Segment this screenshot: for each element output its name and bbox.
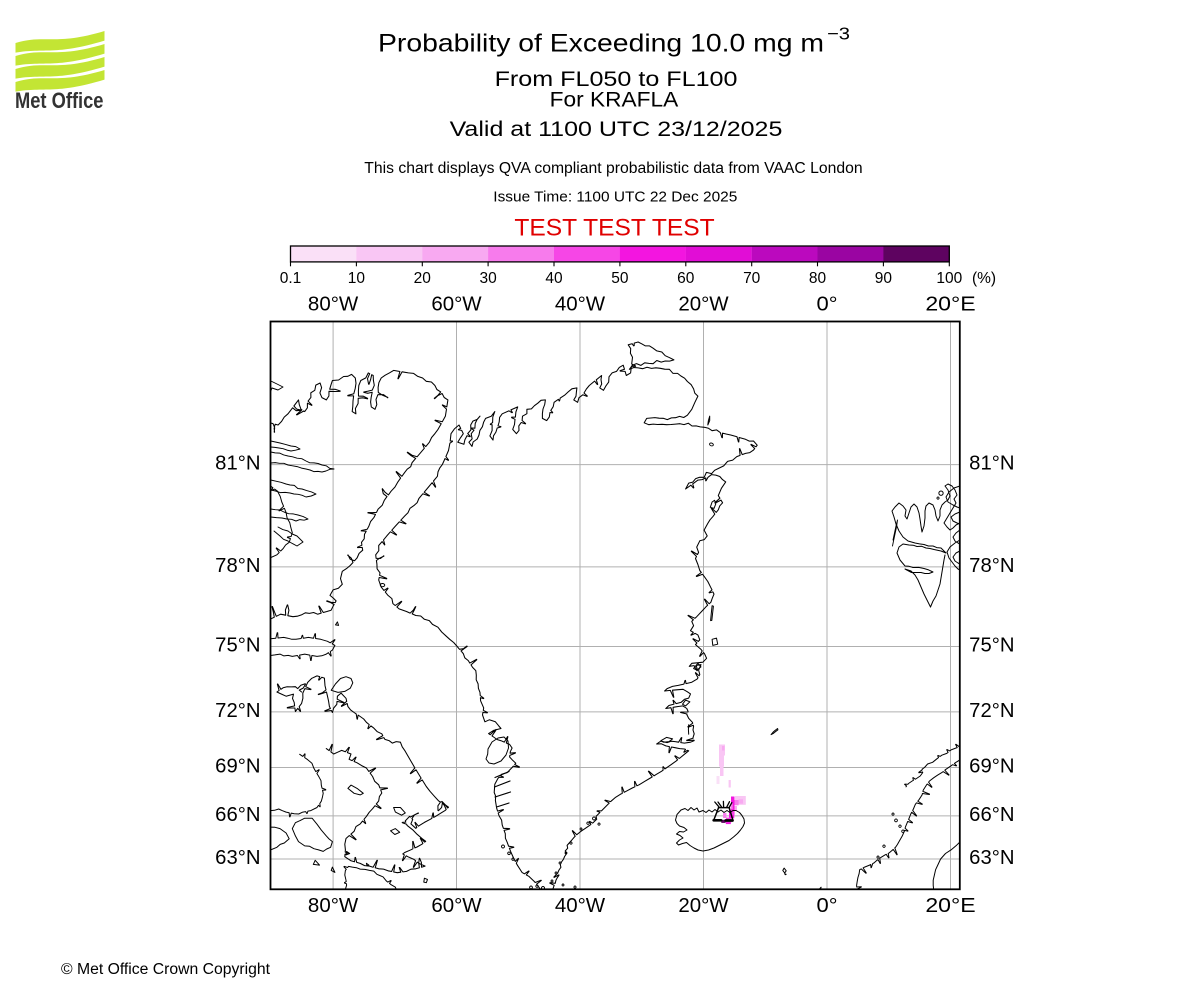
svg-text:80: 80 [809,270,827,287]
svg-text:50: 50 [611,270,629,287]
svg-text:66°N: 66°N [215,804,260,826]
svg-text:60°W: 60°W [431,294,481,316]
svg-text:20°E: 20°E [925,895,975,917]
svg-text:40: 40 [545,270,563,287]
svg-text:72°N: 72°N [969,700,1014,722]
svg-text:© Met Office Crown Copyright: © Met Office Crown Copyright [61,961,271,978]
svg-text:20: 20 [414,270,432,287]
svg-text:78°N: 78°N [969,555,1014,577]
svg-text:Probability of Exceeding 10.0: Probability of Exceeding 10.0 mg m [378,30,824,58]
svg-text:75°N: 75°N [969,635,1014,657]
svg-text:80°W: 80°W [308,294,358,316]
svg-text:10: 10 [348,270,366,287]
svg-text:69°N: 69°N [215,756,260,778]
svg-text:90: 90 [875,270,893,287]
svg-text:20°W: 20°W [678,294,728,316]
svg-text:40°W: 40°W [555,294,605,316]
svg-text:30: 30 [479,270,497,287]
svg-text:0.1: 0.1 [280,270,302,287]
svg-text:63°N: 63°N [215,847,260,869]
svg-text:80°W: 80°W [308,895,358,917]
svg-text:81°N: 81°N [215,453,260,475]
svg-text:From FL050 to FL100: From FL050 to FL100 [495,68,738,91]
svg-text:−3: −3 [827,24,850,44]
svg-text:20°W: 20°W [678,895,728,917]
svg-text:TEST TEST TEST: TEST TEST TEST [514,215,715,242]
svg-text:75°N: 75°N [215,635,260,657]
svg-text:This chart displays QVA compli: This chart displays QVA compliant probab… [364,160,862,177]
svg-text:70: 70 [743,270,761,287]
svg-text:Issue Time: 1100 UTC 22 Dec 20: Issue Time: 1100 UTC 22 Dec 2025 [493,189,737,206]
svg-text:72°N: 72°N [215,700,260,722]
svg-text:66°N: 66°N [969,804,1014,826]
svg-text:60°W: 60°W [431,895,481,917]
svg-text:60: 60 [677,270,695,287]
svg-text:Valid at 1100 UTC 23/12/2025: Valid at 1100 UTC 23/12/2025 [450,118,783,141]
svg-text:78°N: 78°N [215,555,260,577]
svg-text:63°N: 63°N [969,847,1014,869]
svg-text:69°N: 69°N [969,756,1014,778]
svg-text:For KRAFLA: For KRAFLA [550,89,679,112]
svg-text:20°E: 20°E [925,294,975,316]
svg-text:0°: 0° [817,895,838,917]
svg-text:0°: 0° [817,294,838,316]
svg-text:81°N: 81°N [969,453,1014,475]
svg-text:40°W: 40°W [555,895,605,917]
svg-text:Met Office: Met Office [15,88,104,113]
svg-text:100: 100 [936,270,962,287]
svg-text:(%): (%) [972,270,996,287]
